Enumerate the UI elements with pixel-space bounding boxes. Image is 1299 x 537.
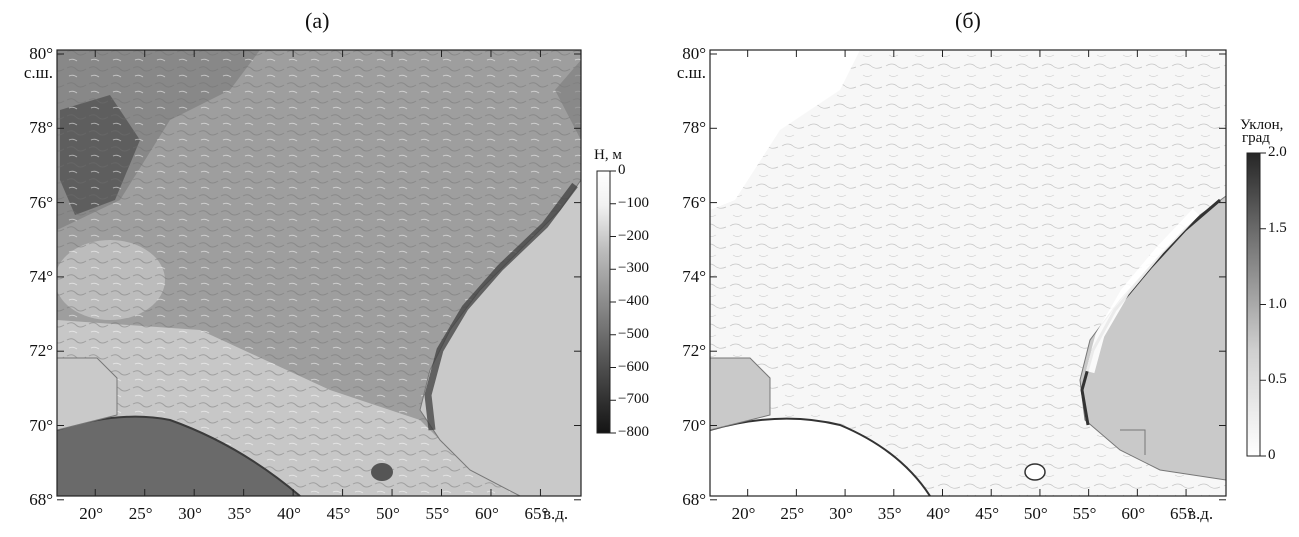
panel-a-lon-label: 45° xyxy=(326,504,351,523)
panel-a-lat-label: 70° xyxy=(29,415,53,435)
panel-b-lon-label: 50° xyxy=(1023,504,1048,523)
panel-a-lon-label: 60° xyxy=(474,504,499,523)
panel-a-map xyxy=(57,50,581,496)
panel-b-lon-label: 60° xyxy=(1121,504,1146,523)
panel-a-colorbar-title: H, м xyxy=(594,147,622,163)
panel-a-colorbar-label: −100 xyxy=(618,194,649,211)
panel-b-lat-label: 80° xyxy=(682,44,706,63)
panel-a-lat-label: 74° xyxy=(29,266,53,286)
panel-b-lon-unit: в.д. xyxy=(1188,504,1214,523)
panel-a-kolguev-island xyxy=(371,463,393,481)
panel-a-colorbar-label: −800 xyxy=(618,424,649,440)
panel-b-colorbar-label: 1.0 xyxy=(1268,295,1287,312)
panel-b-colorbar-title-line2: град xyxy=(1242,130,1270,146)
panel-b-lon-label: 45° xyxy=(975,504,1000,523)
panel-b-lat-label: 70° xyxy=(682,415,706,435)
panel-a-lon-label: 50° xyxy=(376,504,400,523)
panel-b-lon-label: 35° xyxy=(877,504,902,523)
panel-a-lon-label: 40° xyxy=(277,504,301,523)
panel-a-title: (а) xyxy=(305,8,330,33)
panel-a-colorbar-label: −300 xyxy=(618,260,649,277)
panel-b-lat-unit: с.ш. xyxy=(676,63,706,82)
panel-a-lon-label: 35° xyxy=(227,504,252,523)
panel-a-colorbar-label: −600 xyxy=(618,358,649,375)
panel-a-colorbar-label: −500 xyxy=(618,325,649,342)
panel-b-colorbar-ticks xyxy=(1260,152,1266,457)
panel-b-kolguev-island xyxy=(1024,463,1046,481)
panel-b-lat-label: 74° xyxy=(682,266,706,286)
panel-a-lon-label: 20° xyxy=(79,504,104,523)
panel-a-lon-label: 55° xyxy=(425,504,450,523)
panel-b-lon-label: 25° xyxy=(780,504,805,523)
panel-a-land-mask-west xyxy=(57,357,118,431)
panel-a-colorbar-label: −700 xyxy=(618,391,649,408)
panel-a-colorbar-label: −200 xyxy=(618,227,649,244)
panel-a-lat-label: 76° xyxy=(29,192,53,212)
panel-b-lon-label: 65° xyxy=(1170,504,1194,523)
panel-b-lon-label: 20° xyxy=(731,504,756,523)
panel-b-frame xyxy=(709,49,1227,497)
panel-b-colorbar-label: 2.0 xyxy=(1268,144,1287,160)
panel-a-colorbar-ticks xyxy=(610,170,616,434)
panel-a-lon-label: 65° xyxy=(524,504,549,523)
panel-a-colorbar-label: 0 xyxy=(618,162,626,178)
panel-b-lon-label: 40° xyxy=(926,504,951,523)
panel-a-ticks xyxy=(57,50,581,501)
panel-a-novaya-zemlya-coast xyxy=(424,182,578,431)
panel-b-colorbar-title-line1: Уклон, xyxy=(1240,117,1284,133)
panel-b-lat-label: 78° xyxy=(682,118,706,138)
panel-b-lon-label: 30° xyxy=(829,504,853,523)
panel-a-kola-coast xyxy=(57,416,300,496)
panel-b-colorbar-label: 1.5 xyxy=(1268,219,1287,236)
panel-a-lat-label: 72° xyxy=(29,341,53,361)
panel-a-lat-label: 80° xyxy=(29,44,53,63)
panel-b-lon-label: 55° xyxy=(1072,504,1097,523)
panel-a-colorbar xyxy=(596,170,611,434)
panel-a-lat-label: 68° xyxy=(29,489,53,509)
panel-b-colorbar-label: 0 xyxy=(1268,447,1276,463)
panel-b-colorbar xyxy=(1246,152,1261,457)
panel-b-svalbard-area xyxy=(710,50,860,210)
panel-b-lat-label: 76° xyxy=(682,192,706,212)
panel-b-map xyxy=(710,50,1226,496)
panel-b-colorbar-label: 0.5 xyxy=(1268,371,1287,388)
panel-b-lat-label: 72° xyxy=(682,341,706,361)
panel-a-lon-label: 25° xyxy=(128,504,153,523)
panel-a-frame xyxy=(56,49,582,497)
panel-b-kola-area xyxy=(710,418,930,496)
panel-a-lon-label: 30° xyxy=(178,504,202,523)
panel-a-lat-unit: с.ш. xyxy=(23,63,53,82)
panel-a-lon-unit: в.д. xyxy=(543,504,569,523)
panel-b-lat-label: 68° xyxy=(682,489,706,509)
panel-b-title: (б) xyxy=(955,8,981,33)
panel-a-colorbar-label: −400 xyxy=(618,293,649,309)
panel-a-lat-label: 78° xyxy=(29,118,53,138)
panel-b-land-mask-west xyxy=(710,357,771,431)
panel-b-ticks xyxy=(710,50,1226,501)
panel-b-kola-coastline xyxy=(710,417,931,496)
